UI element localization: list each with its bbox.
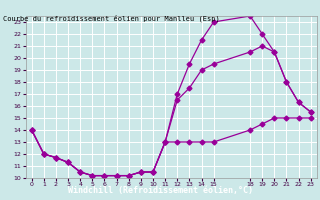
Text: Courbe du refroidissement éolien pour Manlleu (Esp): Courbe du refroidissement éolien pour Ma… [3, 14, 220, 21]
Text: Windchill (Refroidissement éolien,°C): Windchill (Refroidissement éolien,°C) [68, 186, 252, 194]
